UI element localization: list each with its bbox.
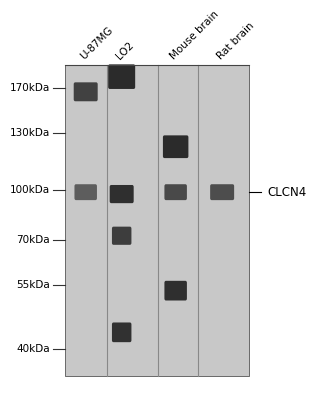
Text: 100kDa: 100kDa xyxy=(9,185,50,195)
Text: Mouse brain: Mouse brain xyxy=(169,9,221,62)
Text: U-87MG: U-87MG xyxy=(79,25,115,62)
FancyBboxPatch shape xyxy=(110,185,134,203)
FancyBboxPatch shape xyxy=(74,184,97,200)
FancyBboxPatch shape xyxy=(65,65,249,376)
Text: 70kDa: 70kDa xyxy=(16,234,50,244)
FancyBboxPatch shape xyxy=(164,281,187,300)
FancyBboxPatch shape xyxy=(74,82,98,101)
Text: 40kDa: 40kDa xyxy=(16,344,50,354)
FancyBboxPatch shape xyxy=(210,184,234,200)
FancyBboxPatch shape xyxy=(164,184,187,200)
FancyBboxPatch shape xyxy=(112,227,131,245)
Text: LO2: LO2 xyxy=(115,40,136,62)
Text: 55kDa: 55kDa xyxy=(16,280,50,290)
Text: 130kDa: 130kDa xyxy=(9,128,50,138)
Text: 170kDa: 170kDa xyxy=(9,83,50,93)
FancyBboxPatch shape xyxy=(108,64,135,89)
FancyBboxPatch shape xyxy=(112,322,131,342)
Text: Rat brain: Rat brain xyxy=(215,21,256,62)
Text: CLCN4: CLCN4 xyxy=(267,186,306,199)
FancyBboxPatch shape xyxy=(163,135,188,158)
